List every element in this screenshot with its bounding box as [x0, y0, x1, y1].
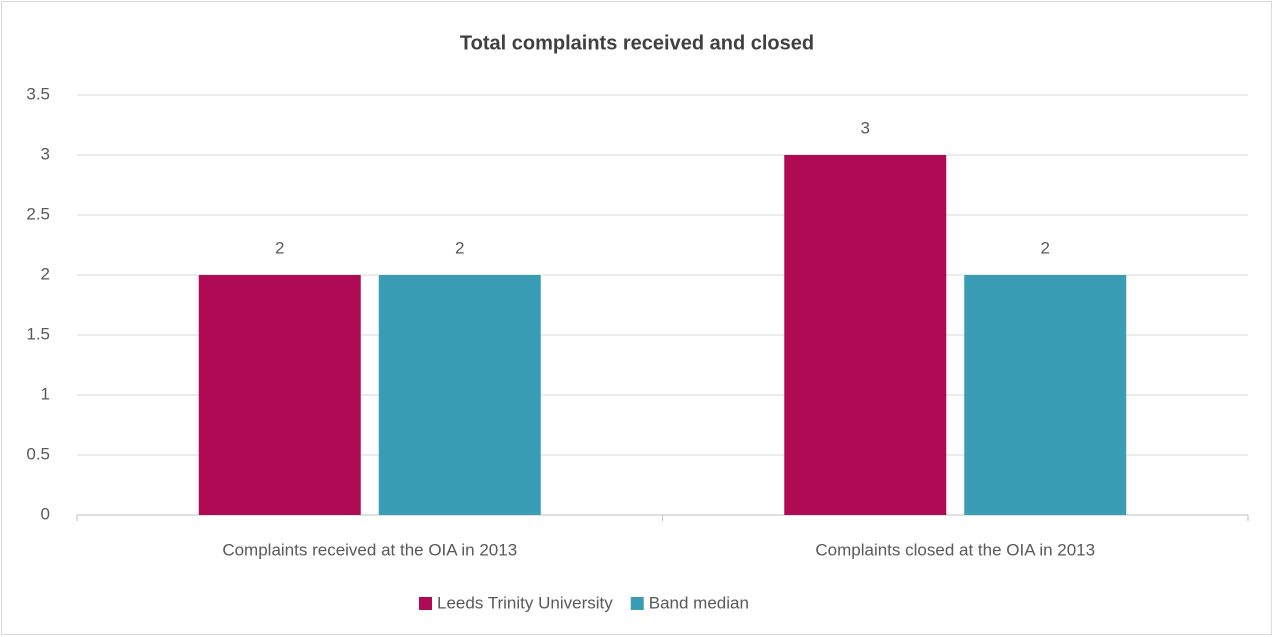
data-label: 2: [275, 238, 284, 257]
y-tick-label: 3: [41, 144, 50, 163]
bar: [378, 275, 541, 515]
bar: [964, 275, 1127, 515]
bar: [198, 275, 361, 515]
chart-title: Total complaints received and closed: [460, 32, 814, 54]
data-label: 2: [1041, 238, 1050, 257]
y-tick-label: 0: [41, 504, 50, 523]
data-label: 2: [455, 238, 464, 257]
x-tick-label: Complaints received at the OIA in 2013: [222, 540, 517, 559]
bar: [784, 155, 947, 515]
y-tick-label: 1.5: [26, 324, 50, 343]
y-tick-label: 2: [41, 264, 50, 283]
y-tick-label: 1: [41, 384, 50, 403]
data-label: 3: [861, 118, 870, 137]
legend-label: Leeds Trinity University: [437, 593, 613, 612]
y-tick-label: 3.5: [26, 84, 50, 103]
legend-label: Band median: [649, 593, 749, 612]
y-tick-label: 0.5: [26, 444, 50, 463]
x-tick-label: Complaints closed at the OIA in 2013: [815, 540, 1095, 559]
legend-swatch: [419, 597, 432, 610]
y-tick-label: 2.5: [26, 204, 50, 223]
legend-swatch: [630, 597, 644, 610]
